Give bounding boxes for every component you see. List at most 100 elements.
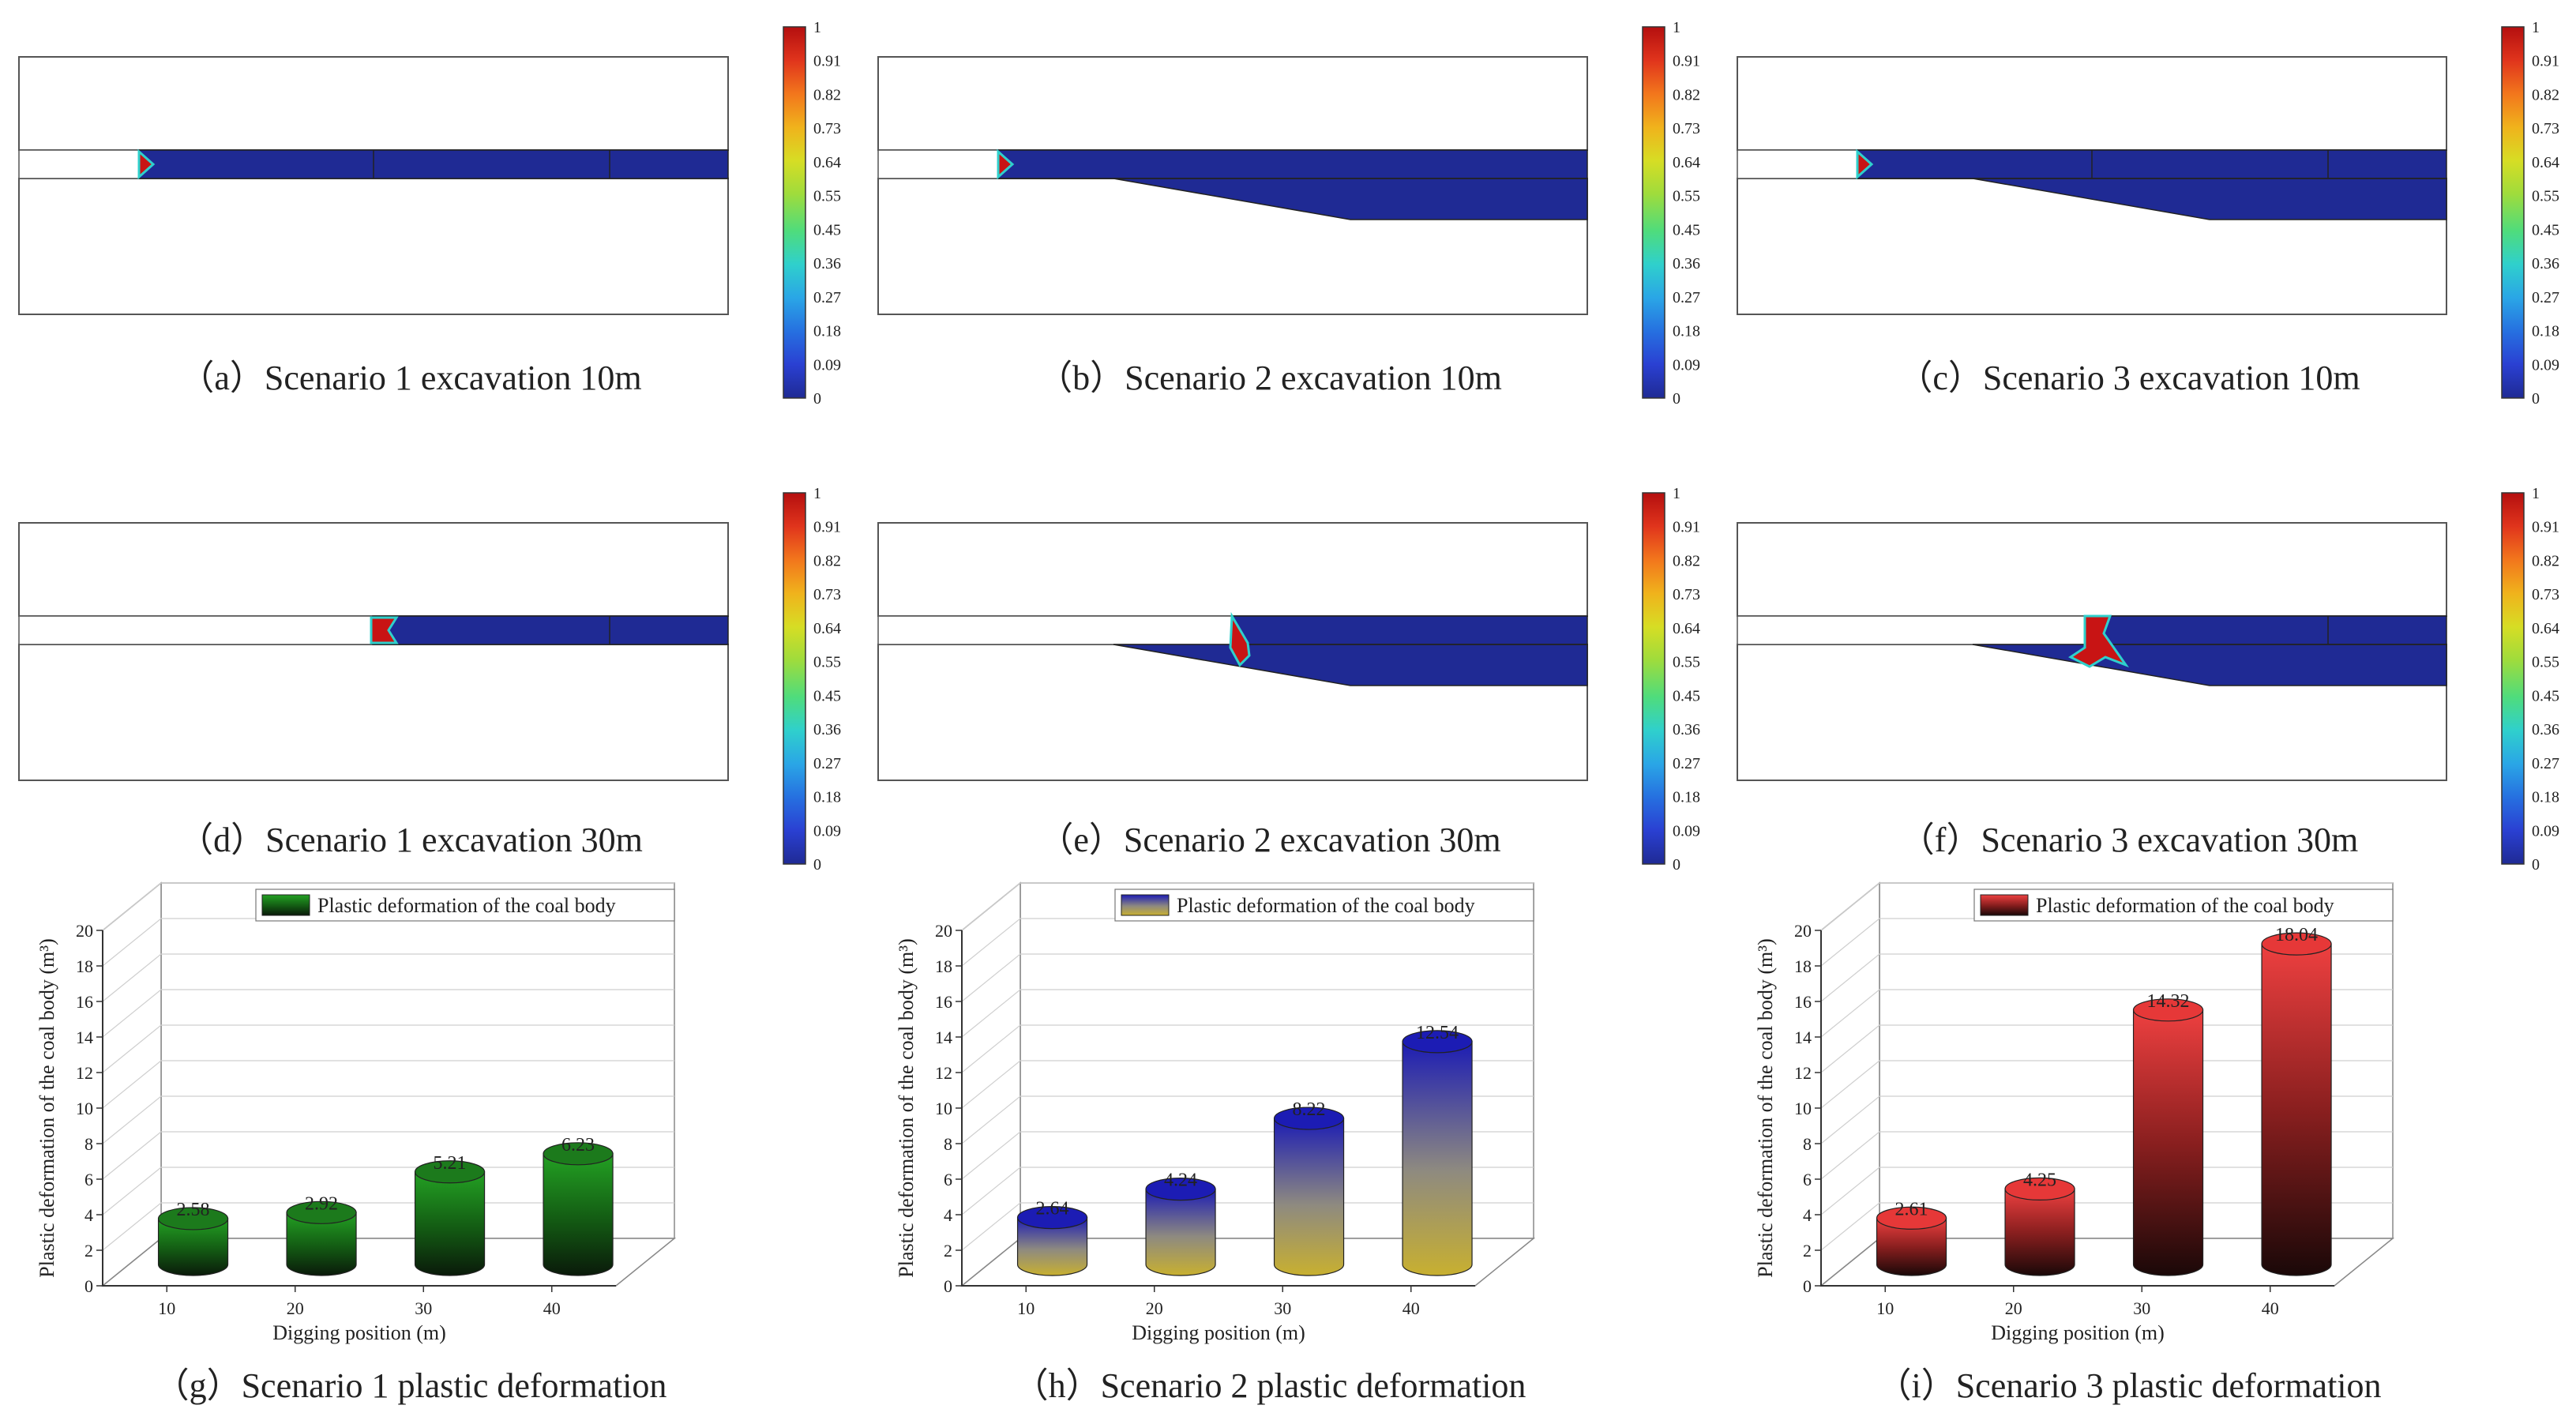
colorbar-tick-label: 0.82 xyxy=(2532,552,2559,569)
colorbar-tick-label: 1 xyxy=(813,485,821,502)
colorbar xyxy=(783,26,806,399)
colorbar-tick-label: 0.82 xyxy=(1673,552,1700,569)
legend-box xyxy=(255,889,675,922)
colorbar-tick-label: 0 xyxy=(2532,856,2540,874)
colorbar-tick-label: 0.36 xyxy=(2532,721,2559,738)
colorbar-tick-label: 0.91 xyxy=(813,519,841,536)
sim-panel-b: 1 0.91 0.82 0.73 0.64 0.55 0.45 0.36 0.27 0.18 0.0… xyxy=(877,19,1700,408)
gridline xyxy=(1820,882,2393,931)
data-label: 6.23 xyxy=(561,1135,595,1155)
bar-body xyxy=(286,1212,357,1276)
bar xyxy=(543,1142,614,1276)
excavated-roadway xyxy=(1737,615,2092,645)
panel-caption: （d）Scenario 1 excavation 30m xyxy=(178,821,643,859)
y-tick-label: 6 xyxy=(84,1170,93,1189)
colorbar-tick-label: 0.27 xyxy=(1673,755,1700,772)
colorbar-tick-label: 0.73 xyxy=(2532,120,2559,137)
gridline xyxy=(102,1095,674,1144)
panel-caption: （h）Scenario 2 plastic deformation xyxy=(1013,1366,1526,1405)
colorbar-tick-label: 0 xyxy=(813,390,821,408)
data-label: 12.54 xyxy=(1416,1023,1459,1043)
chart-2: 0 2 4 6 8 10 12 14 16 18 20 2.64 10 4.24 20 8.22 30 12.54… xyxy=(895,881,1536,1344)
bar xyxy=(2261,932,2332,1276)
colorbar-tick-label: 0.36 xyxy=(2532,255,2559,272)
data-label: 14.32 xyxy=(2147,991,2190,1012)
sim-panel-f: 1 0.91 0.82 0.73 0.64 0.55 0.45 0.36 0.27 0.18 0.0… xyxy=(1737,485,2559,874)
bar-body xyxy=(543,1153,614,1276)
bar-top xyxy=(286,1200,357,1224)
coal-seam xyxy=(1857,149,2447,179)
colorbar-tick-label: 0.18 xyxy=(1673,323,1700,340)
colorbar-tick-label: 1 xyxy=(813,19,821,36)
gridline xyxy=(961,953,1534,1002)
upper-rock-block xyxy=(877,522,1588,617)
gridline xyxy=(1820,989,2393,1038)
colorbar-tick-label: 0.55 xyxy=(813,188,841,205)
colorbar-tick-label: 0.64 xyxy=(1673,620,1700,637)
data-label: 2.64 xyxy=(1036,1199,1069,1219)
bar xyxy=(1273,1107,1345,1276)
y-tick-label: 0 xyxy=(944,1276,952,1296)
chart-1: 0 2 4 6 8 10 12 14 16 18 20 2.58 10 2.92 20 5.21 30 6.23 4… xyxy=(36,881,677,1344)
bar-body xyxy=(1273,1118,1345,1276)
bar-top xyxy=(1273,1107,1345,1130)
colorbar-tick-label: 1 xyxy=(1673,485,1680,502)
colorbar-tick-label: 0.73 xyxy=(2532,586,2559,603)
x-tick-label: 30 xyxy=(1274,1298,1291,1318)
y-tick-label: 4 xyxy=(1803,1205,1812,1225)
x-tick-label: 30 xyxy=(415,1298,432,1318)
y-tick-label: 14 xyxy=(76,1028,93,1047)
bar-top xyxy=(1402,1030,1473,1054)
colorbar-tick-label: 1 xyxy=(2532,19,2540,36)
y-tick-label: 10 xyxy=(935,1099,952,1118)
colorbar xyxy=(1642,492,1665,865)
bar-top xyxy=(2261,932,2332,956)
y-tick-label: 2 xyxy=(1803,1241,1812,1261)
x-tick-label: 40 xyxy=(1403,1298,1420,1318)
colorbar-tick-label: 0.18 xyxy=(2532,323,2559,340)
colorbar-tick-label: 0.18 xyxy=(813,323,841,340)
x-tick-label: 40 xyxy=(543,1298,561,1318)
data-label: 2.58 xyxy=(177,1200,210,1220)
upper-rock-block xyxy=(877,56,1588,151)
colorbar xyxy=(783,492,806,865)
y-axis-label: Plastic deformation of the coal body (m³… xyxy=(1754,938,1777,1277)
colorbar-tick-label: 0 xyxy=(813,856,821,874)
sim-panel-e: 1 0.91 0.82 0.73 0.64 0.55 0.45 0.36 0.27 0.18 0.0… xyxy=(877,485,1700,874)
colorbar-tick-label: 0.73 xyxy=(813,120,841,137)
gridline xyxy=(102,953,674,1002)
gridline xyxy=(102,882,674,931)
gridline xyxy=(102,989,674,1038)
colorbar-tick-label: 0 xyxy=(1673,390,1680,408)
colorbar-tick-label: 0.09 xyxy=(2532,822,2559,840)
legend-box xyxy=(1114,889,1534,922)
upper-rock-block xyxy=(1737,522,2447,617)
panel-caption: （i）Scenario 3 plastic deformation xyxy=(1876,1366,2382,1405)
bar-body xyxy=(1016,1217,1088,1276)
y-tick-label: 0 xyxy=(1803,1276,1812,1296)
gridline xyxy=(102,1167,674,1215)
upper-rock-block xyxy=(18,522,729,617)
y-axis-label: Plastic deformation of the coal body (m³… xyxy=(36,938,58,1277)
colorbar xyxy=(1642,26,1665,399)
bar-body xyxy=(1402,1041,1473,1276)
excavated-roadway xyxy=(877,615,1233,645)
upper-rock-block xyxy=(18,56,729,151)
plastic-zone xyxy=(370,616,399,644)
excavated-roadway xyxy=(1737,149,1858,179)
data-label: 4.25 xyxy=(2023,1170,2056,1190)
plastic-zone xyxy=(1856,148,1874,180)
colorbar-tick-label: 0.36 xyxy=(1673,255,1700,272)
colorbar-tick-label: 0.09 xyxy=(813,356,841,374)
y-axis-label: Plastic deformation of the coal body (m³… xyxy=(895,938,918,1277)
plastic-zone xyxy=(2068,614,2130,668)
y-tick-label: 20 xyxy=(76,921,93,941)
colorbar-tick-label: 0.18 xyxy=(2532,789,2559,806)
plastic-zone xyxy=(137,148,156,180)
colorbar-tick-label: 0.64 xyxy=(813,154,841,171)
gridline xyxy=(1820,1095,2393,1144)
colorbar-tick-label: 0.55 xyxy=(2532,188,2559,205)
y-tick-label: 18 xyxy=(935,956,952,976)
y-tick-label: 6 xyxy=(1803,1170,1812,1189)
